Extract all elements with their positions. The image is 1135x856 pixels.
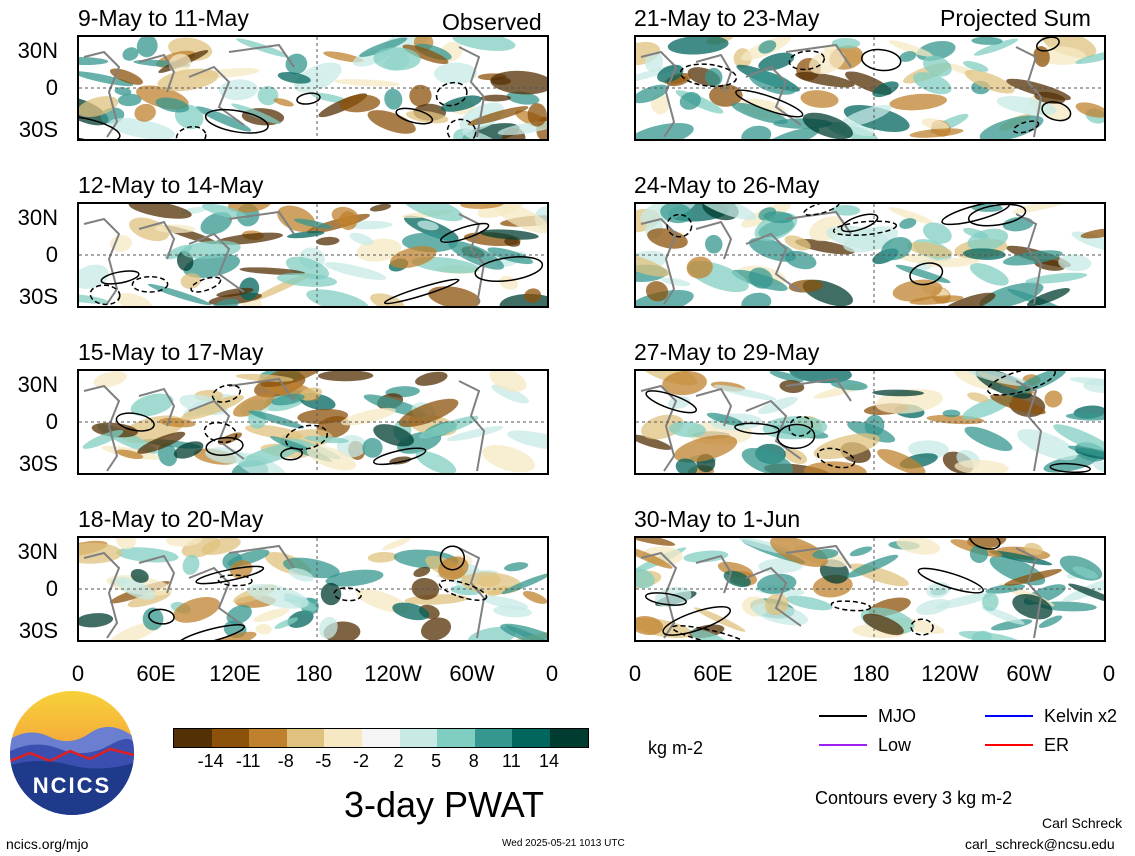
lat-label-eq: 0 (45, 242, 58, 267)
lat-label-30s: 30S (18, 451, 58, 476)
colorbar-swatch (399, 729, 438, 747)
colorbar-label: -11 (235, 751, 261, 771)
lon-label: 120E (766, 661, 818, 686)
lon-label: 60E (693, 661, 733, 686)
colorbar-label: 5 (431, 751, 442, 771)
lon-label: 0 (1102, 661, 1116, 686)
map-panel-right-2 (634, 202, 1106, 308)
legend-label-low: Low (878, 735, 912, 755)
site-link[interactable]: ncics.org/mjo (6, 836, 89, 852)
colorbar-label: -5 (315, 751, 332, 771)
colorbar-label: 11 (502, 751, 521, 771)
legend-label-mjo: MJO (878, 706, 916, 726)
lon-label: 0 (71, 661, 85, 686)
lat-label-30n: 30N (17, 38, 58, 63)
colorbar-label: 2 (393, 751, 404, 771)
panel-title-right-2: 24-May to 26-May (634, 172, 820, 198)
panel-title-left-4: 18-May to 20-May (78, 506, 264, 532)
lat-label-eq: 0 (45, 75, 58, 100)
legend-line-kelvin (985, 715, 1033, 717)
map-panel-right-1 (634, 35, 1106, 141)
map-panel-right-4 (634, 536, 1106, 642)
pwat-field (636, 538, 1104, 640)
lon-label: 0 (628, 661, 642, 686)
legend-line-er (985, 744, 1033, 746)
colorbar-swatch (174, 729, 212, 747)
logo-text: NCICS (33, 773, 111, 798)
lat-label-30n: 30N (17, 372, 58, 397)
colorbar-label: 8 (468, 751, 479, 771)
colorbar-label: -2 (352, 751, 369, 771)
panel-title-left-2: 12-May to 14-May (78, 172, 264, 198)
colorbar-swatch (249, 729, 287, 747)
panel-title-left-3: 15-May to 17-May (78, 339, 264, 365)
map-panel-left-4 (77, 536, 549, 642)
lat-label-30s: 30S (18, 117, 58, 142)
timestamp: Wed 2025-05-21 1013 UTC (502, 838, 625, 849)
lat-label-eq: 0 (45, 576, 58, 601)
lon-label: 120E (209, 661, 261, 686)
colorbar-swatch (437, 729, 475, 747)
colorbar-swatch (211, 729, 250, 747)
panel-title-left-1: 9-May to 11-May (78, 5, 249, 31)
legend-line-low (819, 744, 867, 746)
lat-label-30s: 30S (18, 618, 58, 643)
pwat-field (79, 371, 547, 473)
colorbar-swatch (286, 729, 325, 747)
map-panel-left-3 (77, 369, 549, 475)
pwat-field (636, 204, 1104, 306)
colorbar-swatch (361, 729, 400, 747)
pwat-field (636, 371, 1104, 473)
lon-label: 180 (295, 661, 333, 686)
pwat-field (79, 538, 547, 640)
colorbar-swatch (324, 729, 362, 747)
panel-title-right-1: 21-May to 23-May (634, 5, 820, 31)
lon-label: 120W (364, 661, 422, 686)
projected-tag: Projected Sum (940, 5, 1091, 31)
author: Carl Schreck (1042, 815, 1123, 831)
product-title: 3-day PWAT (344, 784, 545, 825)
colorbar-label: 14 (538, 751, 560, 771)
panel-title-right-4: 30-May to 1-Jun (634, 506, 801, 532)
colorbar-swatch (512, 729, 550, 747)
lat-label-eq: 0 (45, 409, 58, 434)
lon-label: 180 (852, 661, 890, 686)
lat-label-30n: 30N (17, 539, 58, 564)
ncics-logo: NCICS (10, 691, 134, 815)
colorbar-swatch (474, 729, 513, 747)
map-panel-left-2 (77, 202, 549, 308)
lon-label: 60W (449, 661, 495, 686)
pwat-field (79, 37, 547, 139)
legend-label-kelvin: Kelvin x2 (1044, 706, 1118, 726)
colorbar-label: -14 (197, 751, 224, 771)
colorbar-label: -8 (277, 751, 294, 771)
legend-line-mjo (819, 715, 867, 717)
contours-note: Contours every 3 kg m-2 (815, 788, 1013, 808)
panel-title-right-3: 27-May to 29-May (634, 339, 820, 365)
map-panel-left-1 (77, 35, 549, 141)
lat-label-30n: 30N (17, 205, 58, 230)
lon-label: 0 (545, 661, 559, 686)
pwat-field (79, 204, 547, 306)
colorbar (173, 728, 589, 748)
legend-label-er: ER (1044, 735, 1070, 755)
author-email[interactable]: carl_schreck@ncsu.edu (965, 836, 1115, 852)
lon-label: 60E (136, 661, 176, 686)
pwat-field (636, 37, 1104, 139)
observed-tag: Observed (442, 9, 542, 35)
colorbar-units: kg m-2 (648, 738, 704, 758)
lon-label: 120W (921, 661, 979, 686)
lon-label: 60W (1006, 661, 1052, 686)
lat-label-30s: 30S (18, 284, 58, 309)
colorbar-swatch (549, 729, 588, 747)
map-panel-right-3 (634, 369, 1106, 475)
